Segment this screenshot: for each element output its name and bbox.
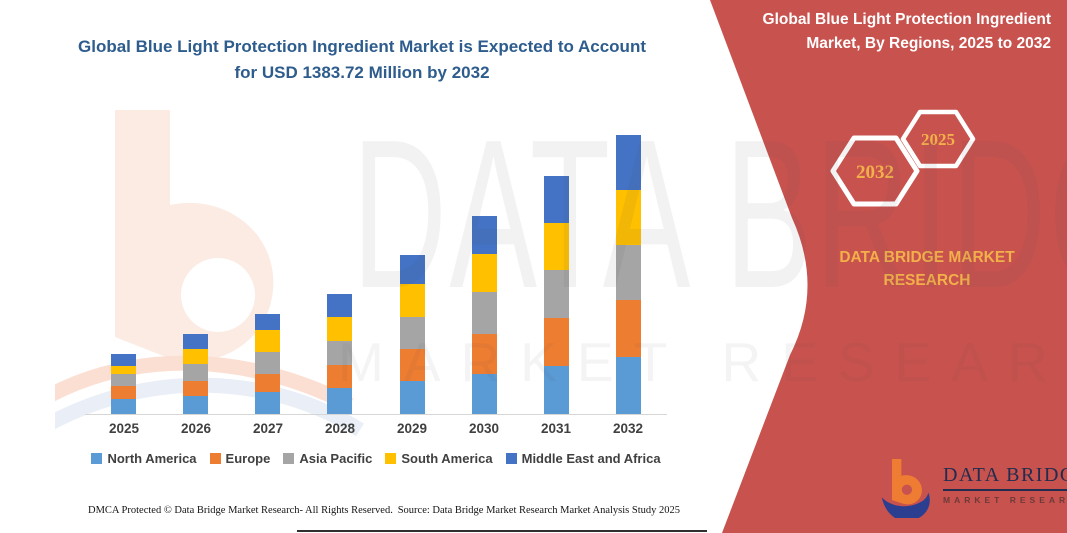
legend-item: Europe [209,451,271,466]
footer: DMCA Protected © Data Bridge Market Rese… [88,505,680,516]
bar-segment [615,245,641,300]
logo-subtitle: MARKET RESEARCH [943,495,1067,505]
bar-segment [327,294,353,317]
bar-2026 [183,334,209,414]
bar-segment [327,388,353,414]
bar-segment [615,135,641,190]
legend-item: North America [91,451,197,466]
bar-segment [255,374,281,393]
hexagon-badges: 2025 2032 [830,109,976,207]
x-axis-line [85,414,667,415]
footer-source: Source: Data Bridge Market Research Mark… [397,505,680,516]
bar-segment [111,385,136,400]
bar-segment [183,381,209,396]
x-tick-label: 2028 [324,421,356,436]
bar-segment [327,317,353,341]
bar-segment [399,349,425,381]
bar-segment [471,254,497,293]
legend-label: North America [107,451,197,466]
legend-item: Asia Pacific [283,451,372,466]
bar-2025 [111,353,136,414]
chart-title: Global Blue Light Protection Ingredient … [78,37,646,83]
x-tick-label: 2025 [108,421,140,436]
bar-segment [399,317,425,349]
legend-swatch-icon [91,453,103,464]
bar-2032 [615,135,641,414]
bar-segment [543,175,569,224]
hexagon-2032: 2032 [830,135,920,207]
bar-segment [183,349,209,365]
bar-segment [543,223,569,271]
bar-segment [111,374,136,386]
legend-item: South America [385,451,493,466]
x-tick-label: 2031 [540,421,572,436]
logo-b-icon [881,459,930,518]
legend-swatch-icon [209,453,221,464]
x-tick-label: 2026 [180,421,212,436]
bar-segment [471,374,497,414]
svg-text:2025: 2025 [921,130,955,149]
svg-text:2032: 2032 [856,162,894,183]
x-tick-label: 2030 [468,421,500,436]
bar-segment [615,190,641,245]
x-axis-labels: 2025 2026 2027 2028 2029 2030 2031 2032 [85,421,667,436]
bar-segment [615,357,641,414]
logo-wordmark: DATA BRIDGE [943,464,1067,491]
legend-swatch-icon [505,453,517,464]
x-tick-label: 2032 [612,421,644,436]
legend-swatch-icon [283,453,295,464]
bar-segment [327,365,353,388]
bar-2027 [255,313,281,414]
bar-2030 [471,215,497,414]
panel-brand-text: DATA BRIDGE MARKET RESEARCH [832,246,1022,293]
bar-segment [399,381,425,414]
footer-copyright: DMCA Protected © Data Bridge Market Rese… [88,505,393,516]
bar-segment [471,215,497,255]
bar-segment [327,341,353,365]
legend-label: South America [401,451,493,466]
panel-brand-line2: RESEARCH [883,272,971,290]
bar-segment [471,292,497,335]
bar-2029 [399,255,425,414]
bar-segment [111,399,136,414]
bars [85,132,667,414]
side-panel-title: Global Blue Light Protection Ingredient … [762,11,1051,53]
bar-2028 [327,294,353,414]
legend-swatch-icon [385,453,397,464]
bar-segment [183,334,209,350]
bar-segment [543,366,569,414]
bar-segment [615,300,641,357]
hexagon-2025: 2025 [900,109,976,169]
bar-segment [399,284,425,317]
panel-brand-line1: DATA BRIDGE MARKET [839,249,1015,266]
bar-2031 [543,175,569,414]
bar-segment [255,352,281,375]
legend-label: Europe [225,451,271,466]
bar-segment [471,334,497,375]
bar-segment [255,330,281,353]
bar-segment [399,255,425,284]
side-panel-shape [710,0,1067,533]
legend-label: Middle East and Africa [521,451,661,466]
company-logo: DATA BRIDGE MARKET RESEARCH [878,456,1067,518]
bottom-divider [297,530,707,532]
bar-segment [111,365,136,375]
bar-segment [183,395,209,414]
bar-segment [111,353,136,366]
bar-segment [543,270,569,319]
legend: North America Europe Asia Pacific South Ame… [85,451,667,466]
bar-segment [183,364,209,382]
legend-item: Middle East and Africa [505,451,661,466]
bar-segment [255,392,281,414]
bar-segment [543,318,569,367]
x-tick-label: 2029 [396,421,428,436]
x-tick-label: 2027 [252,421,284,436]
legend-label: Asia Pacific [299,451,373,466]
bar-segment [255,313,281,331]
